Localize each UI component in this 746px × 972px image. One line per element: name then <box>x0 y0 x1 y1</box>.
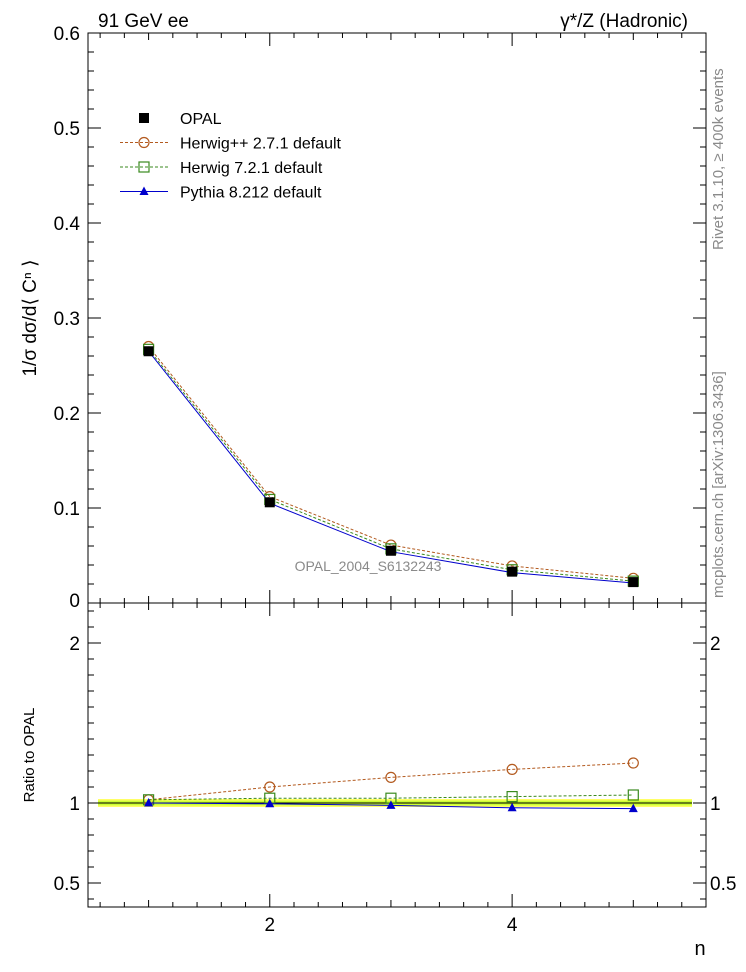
ratio-y-tick-label-left: 0.5 <box>54 874 80 895</box>
header-right-label: γ*/Z (Hadronic) <box>560 11 688 32</box>
main-x-ticks <box>99 33 683 603</box>
x-tick-label: 4 <box>507 915 518 936</box>
ratio-y-tick-label-right: 0.5 <box>710 874 736 895</box>
main-y-tick-label: 0.4 <box>54 214 81 235</box>
rivet-version-label: Rivet 3.1.10, ≥ 400k events <box>710 68 727 250</box>
main-y-tick-label: 0.1 <box>54 499 80 520</box>
ratio-series-line-0 <box>148 762 634 801</box>
ratio-point-2 <box>144 798 154 807</box>
legend-entry-label: Herwig++ 2.7.1 default <box>180 136 342 153</box>
main-point-0 <box>385 545 396 556</box>
header-left-label: 91 GeV ee <box>98 11 189 32</box>
ratio-point-0 <box>385 771 397 784</box>
mcplots-reference-label: mcplots.cern.ch [arXiv:1306.3436] <box>710 371 727 598</box>
ratio-point-0 <box>264 781 276 793</box>
ratio-plot-frame <box>87 602 707 908</box>
main-series-layer <box>142 340 639 588</box>
ratio-y-ticks: 0.5 0.5 1 1 2 2 <box>54 610 736 900</box>
main-point-0 <box>143 346 154 357</box>
ratio-point-2 <box>507 802 517 812</box>
ratio-y-tick-label-right: 1 <box>710 794 721 815</box>
main-y-tick-label: 0.2 <box>54 404 80 425</box>
legend-marker <box>139 113 149 123</box>
ratio-y-tick-label-left: 2 <box>69 634 80 655</box>
main-panel: 1/σ dσ/d⟨ Cⁿ ⟩ 0.1 0.2 0.3 0.4 0.5 0.6 0 OPAL_… <box>20 24 707 612</box>
main-point-0 <box>507 566 518 577</box>
main-series-line-2 <box>148 349 634 582</box>
main-y-axis-label: 1/σ dσ/d⟨ Cⁿ ⟩ <box>20 259 41 376</box>
ratio-point-2 <box>386 800 396 809</box>
ratio-point-0 <box>627 757 639 769</box>
main-y-tick-label: 0.5 <box>54 119 80 140</box>
main-series-line-1 <box>148 346 634 579</box>
legend-entry-label: OPAL <box>180 111 222 128</box>
ratio-y-tick-label-left: 1 <box>69 794 80 815</box>
ratio-y-tick-label-right: 2 <box>710 634 721 655</box>
legend-marker <box>138 161 150 173</box>
main-y-tick-label: 0.6 <box>54 24 80 45</box>
legend-marker <box>139 186 149 195</box>
legend-entry-label: Herwig 7.2.1 default <box>180 160 323 177</box>
ratio-point-2 <box>265 798 275 808</box>
ratio-point-1 <box>506 790 518 803</box>
legend-marker <box>138 136 150 149</box>
analysis-watermark: OPAL_2004_S6132243 <box>295 558 442 574</box>
x-tick-label: 2 <box>264 915 275 936</box>
legend-entry-label: Pythia 8.212 default <box>180 185 322 202</box>
ratio-y-axis-label: Ratio to OPAL <box>21 708 38 803</box>
ratio-point-2 <box>628 803 638 813</box>
main-y-ticks: 0.1 0.2 0.3 0.4 0.5 0.6 0 <box>54 24 706 612</box>
x-axis-label: n <box>694 938 705 960</box>
ratio-point-0 <box>506 763 518 776</box>
ratio-series-line-1 <box>148 794 634 801</box>
ratio-series-layer <box>142 757 639 813</box>
legend: OPAL Herwig++ 2.7.1 default Herwig 7.2.1 d… <box>120 111 342 202</box>
main-point-0 <box>264 497 275 508</box>
ratio-point-1 <box>627 789 639 801</box>
main-y-tick-label: 0.3 <box>54 309 80 330</box>
main-point-0 <box>628 577 639 588</box>
main-y-zero-label: 0 <box>69 591 80 612</box>
